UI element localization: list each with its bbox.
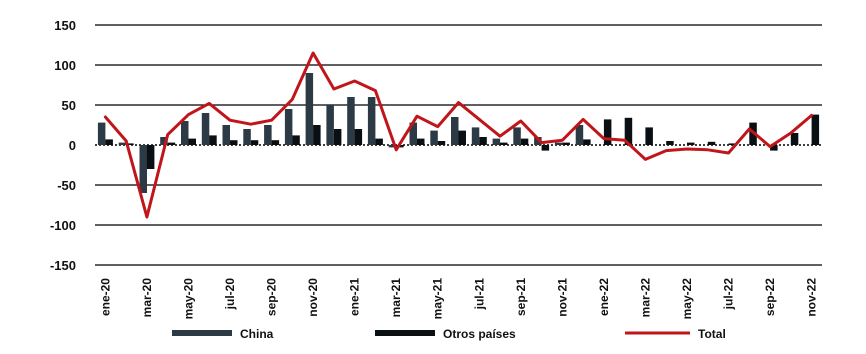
bar-otros-paises: [437, 141, 446, 145]
bar-otros-paises: [645, 127, 653, 145]
bar-otros-paises: [167, 142, 176, 145]
bar-china: [534, 137, 542, 145]
y-tick-label: 150: [54, 18, 76, 33]
x-tick-label: mar-21: [389, 278, 403, 318]
x-tick-label: may-22: [680, 278, 694, 320]
y-tick-label: 0: [69, 138, 76, 153]
x-tick-label: nov-21: [555, 278, 569, 317]
bar-otros-paises: [666, 141, 674, 145]
bar-china: [554, 142, 563, 145]
bar-otros-paises: [520, 138, 529, 145]
bar-china: [451, 117, 459, 145]
bar-otros-paises: [790, 133, 799, 145]
bar-otros-paises: [230, 140, 238, 145]
legend-china-swatch: [172, 330, 232, 336]
bar-china: [201, 113, 210, 145]
bar-otros-paises: [250, 140, 259, 145]
bar-otros-paises: [126, 143, 134, 145]
bar-china: [97, 122, 106, 145]
bar-china: [243, 129, 251, 145]
bar-otros-paises: [313, 125, 321, 145]
bar-china: [430, 130, 438, 145]
bar-otros-paises: [479, 137, 487, 145]
bar-china: [347, 97, 355, 145]
x-tick-label: nov-22: [805, 278, 819, 317]
x-tick-label: sep-20: [265, 278, 279, 316]
x-tick-label: jul-22: [722, 278, 736, 311]
bar-china: [326, 105, 334, 145]
bar-otros-paises: [562, 142, 570, 145]
y-tick-label: 100: [54, 58, 76, 73]
bar-otros-paises: [292, 135, 300, 145]
x-tick-label: jul-21: [472, 278, 486, 311]
bar-otros-paises: [707, 141, 716, 145]
y-tick-label: -50: [57, 178, 76, 193]
x-tick-label: may-20: [182, 278, 196, 320]
x-tick-label: nov-20: [306, 278, 320, 317]
x-tick-label: sep-22: [763, 278, 777, 316]
bar-otros-paises: [770, 145, 778, 151]
y-tick-label: 50: [62, 98, 76, 113]
bar-otros-paises: [458, 130, 466, 145]
line-total: [103, 51, 814, 219]
bar-otros-paises: [583, 139, 591, 145]
x-tick-label: mar-22: [638, 278, 652, 318]
bar-china: [513, 127, 521, 145]
bar-china: [139, 145, 147, 193]
bar-china: [388, 145, 397, 148]
bar-otros-paises: [687, 142, 695, 145]
bar-china: [222, 125, 230, 145]
legend-china-label: China: [240, 327, 274, 341]
legend-total-label: Total: [698, 327, 726, 341]
bar-otros-paises: [146, 145, 155, 169]
bar-otros-paises: [541, 145, 550, 151]
bar-otros-paises: [188, 138, 196, 145]
x-tick-label: ene-22: [597, 278, 611, 316]
x-tick-label: ene-21: [348, 278, 362, 316]
bar-otros-paises: [728, 143, 736, 145]
bar-china: [284, 109, 293, 145]
x-tick-label: ene-20: [98, 278, 112, 316]
legend-otros-paises-label: Otros países: [443, 327, 516, 341]
bar-otros-paises: [417, 138, 425, 145]
x-tick-label: may-21: [431, 278, 445, 320]
bar-china: [118, 142, 127, 145]
bar-china: [264, 125, 272, 145]
bar-china: [575, 125, 584, 145]
bar-china: [471, 127, 480, 145]
bar-otros-paises: [271, 140, 280, 145]
bar-china: [160, 137, 168, 145]
bar-china: [181, 121, 189, 145]
bar-otros-paises: [375, 138, 383, 145]
x-tick-label: sep-21: [514, 278, 528, 316]
bar-otros-paises: [333, 129, 342, 145]
bar-otros-paises: [603, 119, 612, 145]
bar-otros-paises: [354, 129, 363, 145]
x-tick-label: jul-20: [223, 278, 237, 311]
y-tick-label: -100: [50, 218, 76, 233]
bar-china: [305, 73, 314, 145]
bar-otros-paises: [105, 139, 113, 145]
bar-otros-paises: [209, 135, 217, 145]
y-tick-label: -150: [50, 258, 76, 273]
bar-china: [367, 97, 376, 145]
bar-china: [409, 122, 417, 145]
bar-otros-paises: [624, 117, 633, 145]
bar-china: [492, 138, 501, 145]
bar-otros-paises: [500, 142, 508, 145]
legend-otros-paises-swatch: [375, 330, 435, 336]
bar-otros-paises: [811, 114, 820, 145]
x-tick-label: mar-20: [140, 278, 154, 318]
